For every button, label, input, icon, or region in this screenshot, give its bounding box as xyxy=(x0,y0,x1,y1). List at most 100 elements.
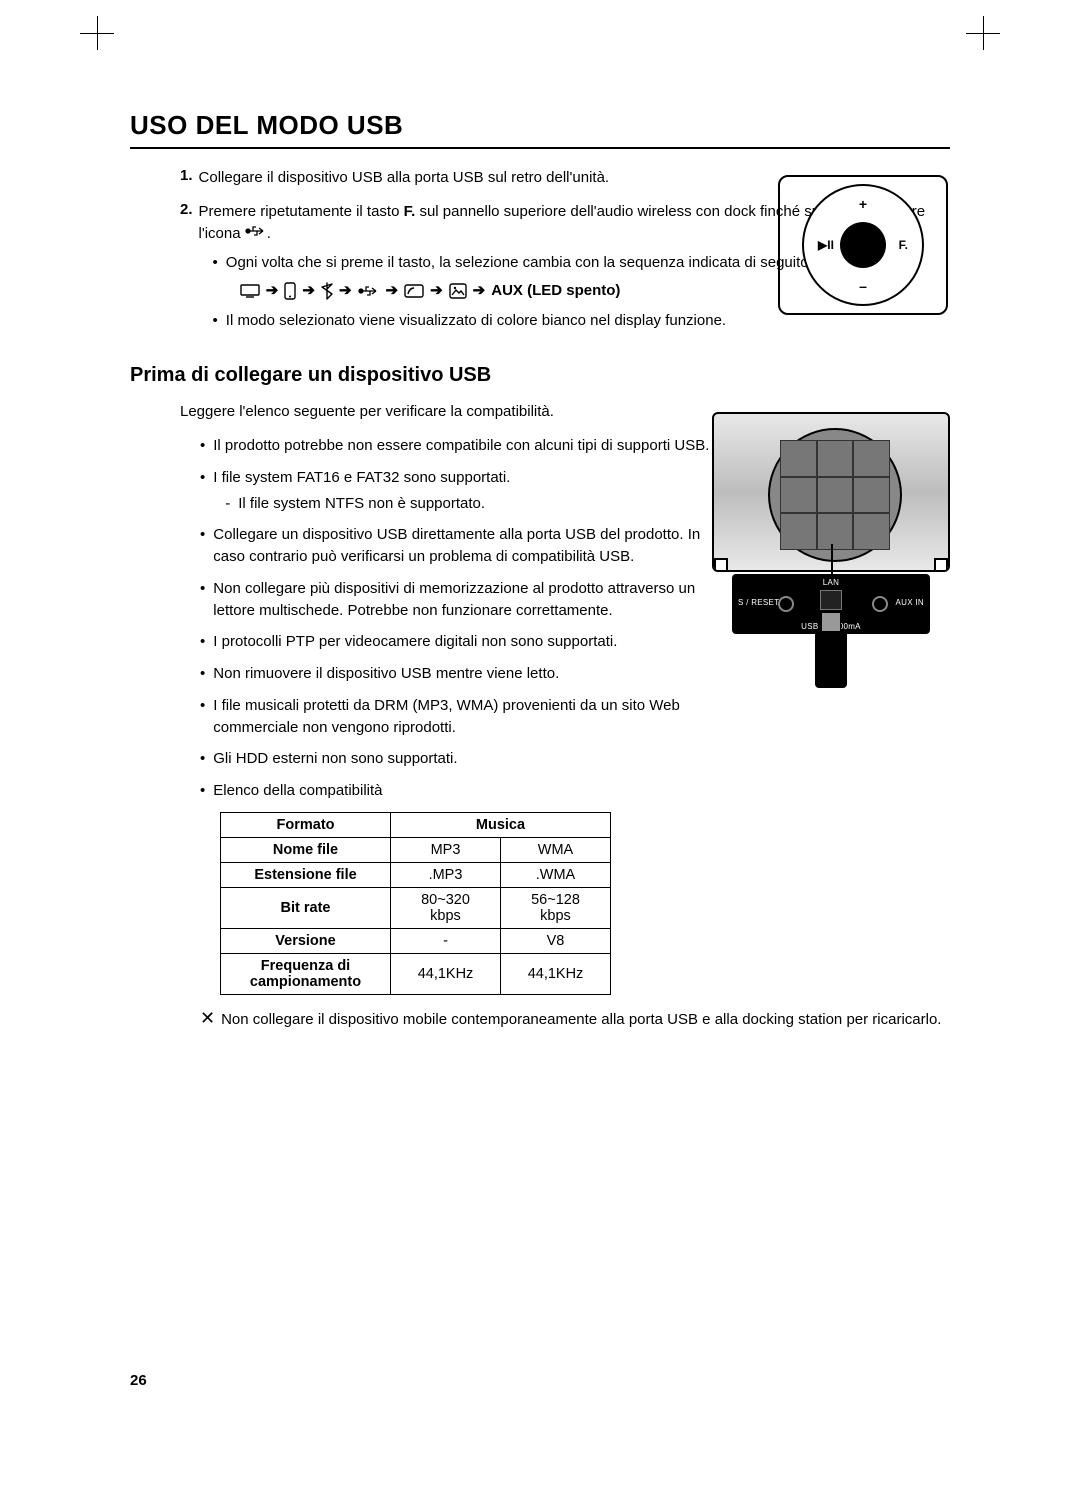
list-item: -Il file system NTFS non è supportato. xyxy=(225,493,720,515)
th-formato: Formato xyxy=(221,812,391,837)
bullet-text: Non rimuovere il dispositivo USB mentre … xyxy=(213,663,720,685)
bullet-text: I file musicali protetti da DRM (MP3, WM… xyxy=(213,695,720,739)
dial-plus-icon: + xyxy=(859,196,867,212)
bullet-dot: • xyxy=(200,631,205,653)
device-foot xyxy=(714,558,728,572)
tv-icon xyxy=(240,284,260,298)
dial-hub xyxy=(840,222,886,268)
nested-list: -Il file system NTFS non è supportato. xyxy=(213,493,720,515)
bullet-dot: • xyxy=(200,780,205,802)
bullet-dot: • xyxy=(200,467,205,515)
table-row: Nome file MP3 WMA xyxy=(221,837,611,862)
table-row: Versione - V8 xyxy=(221,928,611,953)
text: Ogni volta che si preme il tasto, la sel… xyxy=(226,254,817,271)
bullet-dot: • xyxy=(200,578,205,622)
usb-icon xyxy=(358,284,380,298)
label-lan: LAN xyxy=(823,578,839,587)
step-number: 1. xyxy=(180,167,193,189)
usb-stick-icon xyxy=(815,630,847,688)
page-title: USO DEL MODO USB xyxy=(130,110,950,149)
cell: 44,1KHz xyxy=(501,953,611,994)
row-label: Bit rate xyxy=(221,887,391,928)
list-item: • Il prodotto potrebbe non essere compati… xyxy=(200,435,720,457)
arrow-icon: ➔ xyxy=(473,280,486,302)
key-name: F. xyxy=(404,203,416,220)
sequence-end-label: AUX (LED spento) xyxy=(491,280,620,302)
list-item: • I protocolli PTP per videocamere digita… xyxy=(200,631,720,653)
cell: .WMA xyxy=(501,862,611,887)
rear-panel-illustration: LAN S / RESET AUX IN USB 5V 500mA xyxy=(712,412,950,682)
list-item: •Collegare un dispositivo USB direttamen… xyxy=(200,524,720,568)
label-aux: AUX IN xyxy=(896,598,924,607)
row-label: Nome file xyxy=(221,837,391,862)
list-item: • Non rimuovere il dispositivo USB mentre… xyxy=(200,663,720,685)
cell: - xyxy=(391,928,501,953)
bullet-text: Gli HDD esterni non sono supportati. xyxy=(213,748,720,770)
dial-illustration: + – ▶II F. xyxy=(778,175,948,315)
image-icon xyxy=(449,283,467,299)
cell: .MP3 xyxy=(391,862,501,887)
footnote-text: Non collegare il dispositivo mobile cont… xyxy=(221,1009,941,1031)
list-item: •I file musicali protetti da DRM (MP3, W… xyxy=(200,695,720,739)
dial-playpause-icon: ▶II xyxy=(818,238,834,252)
bullet-text: I protocolli PTP per videocamere digital… xyxy=(213,631,720,653)
jack-icon xyxy=(872,596,888,612)
callout-line xyxy=(831,544,833,574)
label-wps: S / RESET xyxy=(738,598,779,607)
cell: WMA xyxy=(501,837,611,862)
list-item: • Gli HDD esterni non sono supportati. xyxy=(200,748,720,770)
bullet-dot: • xyxy=(213,252,218,302)
list-item: • Elenco della compatibilità xyxy=(200,780,720,802)
phone-icon xyxy=(284,282,296,300)
device-foot xyxy=(934,558,948,572)
port-grid xyxy=(780,440,890,550)
compatibility-table: Formato Musica Nome file MP3 WMA Estensi… xyxy=(220,812,611,995)
table-row: Formato Musica xyxy=(221,812,611,837)
bullet-text: Non collegare più dispositivi di memoriz… xyxy=(213,578,720,622)
text-frag: Premere ripetutamente il tasto xyxy=(199,203,404,220)
arrow-icon: ➔ xyxy=(302,280,315,302)
cell: 56~128 kbps xyxy=(501,887,611,928)
arrow-icon: ➔ xyxy=(339,280,352,302)
step-number: 2. xyxy=(180,201,193,340)
crop-mark xyxy=(966,16,1000,50)
speaker-disc xyxy=(768,428,902,562)
cell: 80~320 kbps xyxy=(391,887,501,928)
usb-icon xyxy=(245,224,267,238)
bullet-dot: • xyxy=(200,695,205,739)
arrow-icon: ➔ xyxy=(266,280,279,302)
bullet-text: Il prodotto potrebbe non essere compatib… xyxy=(213,435,720,457)
list-item: • I file system FAT16 e FAT32 sono suppo… xyxy=(200,467,720,515)
bullet-dot: • xyxy=(200,524,205,568)
text-frag: . xyxy=(267,225,271,242)
text: I file system FAT16 e FAT32 sono support… xyxy=(213,469,510,486)
row-label: Estensione file xyxy=(221,862,391,887)
row-label: Versione xyxy=(221,928,391,953)
text: Il file system NTFS non è supportato. xyxy=(238,493,485,515)
bullet-dot: • xyxy=(200,435,205,457)
bullet-dot: • xyxy=(200,748,205,770)
bullet-text: Collegare un dispositivo USB direttament… xyxy=(213,524,720,568)
arrow-icon: ➔ xyxy=(386,280,399,302)
bullet-dot: • xyxy=(200,663,205,685)
screen-icon xyxy=(404,284,424,298)
cell: V8 xyxy=(501,928,611,953)
row-label: Frequenza di campionamento xyxy=(221,953,391,994)
table-row: Bit rate 80~320 kbps 56~128 kbps xyxy=(221,887,611,928)
page-number: 26 xyxy=(130,1372,147,1389)
bullet-text: Elenco della compatibilità xyxy=(213,780,720,802)
cell: MP3 xyxy=(391,837,501,862)
dial-function-label: F. xyxy=(899,238,908,252)
section-heading: Prima di collegare un dispositivo USB xyxy=(130,364,950,387)
crop-mark xyxy=(80,16,114,50)
th-musica: Musica xyxy=(391,812,611,837)
table-row: Frequenza di campionamento 44,1KHz 44,1K… xyxy=(221,953,611,994)
bluetooth-icon xyxy=(321,282,333,300)
bullet-text: I file system FAT16 e FAT32 sono support… xyxy=(213,467,720,515)
footnote: ✕ Non collegare il dispositivo mobile co… xyxy=(200,1009,950,1031)
jack-icon xyxy=(778,596,794,612)
bullet-dot: • xyxy=(213,310,218,332)
dash-icon: - xyxy=(225,493,230,515)
footnote-mark-icon: ✕ xyxy=(200,1009,215,1031)
arrow-icon: ➔ xyxy=(430,280,443,302)
